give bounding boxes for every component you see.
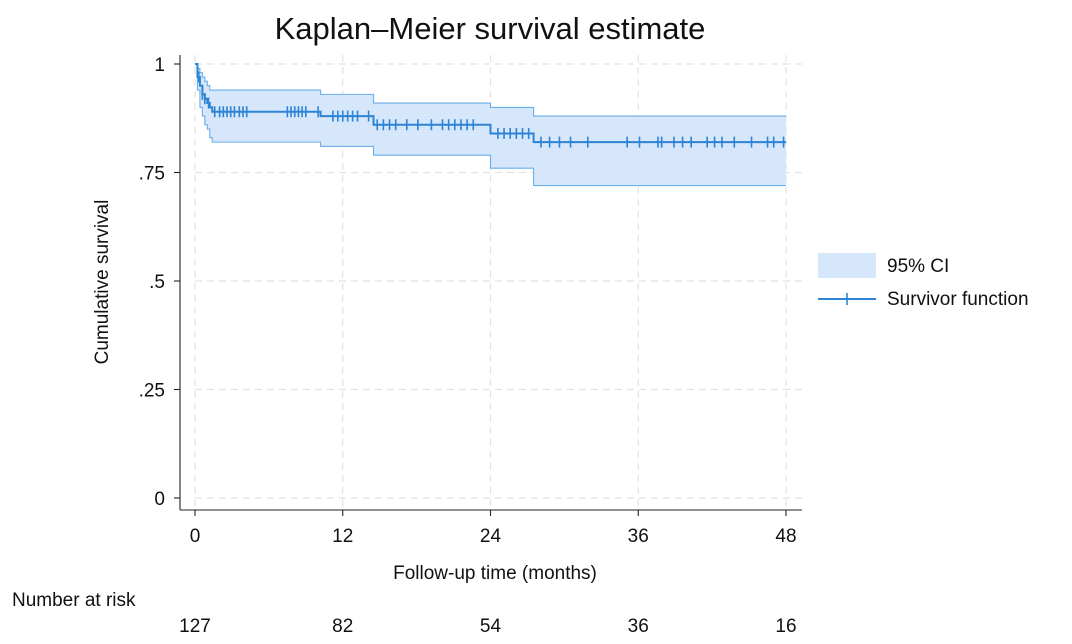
- risk-count: 16: [775, 616, 796, 637]
- y-tick-label: .75: [139, 164, 165, 185]
- confidence-upper-edge: [195, 63, 786, 117]
- x-axis-label: Follow-up time (months): [393, 563, 597, 584]
- x-tick-label: 36: [628, 526, 649, 547]
- confidence-lower-edge: [195, 63, 786, 187]
- x-tick-label: 0: [190, 526, 201, 547]
- risk-table: 127 82 54 36 16: [179, 616, 796, 637]
- legend: 95% CI Survivor function: [818, 253, 1029, 310]
- legend-ci-label: 95% CI: [887, 256, 949, 277]
- axes: [174, 55, 802, 516]
- x-tick-label: 48: [775, 526, 796, 547]
- x-tick-label: 24: [480, 526, 502, 547]
- tick-labels: 0 .25 .5 .75 1 0 12 24 36 48: [139, 55, 797, 547]
- risk-count: 54: [480, 616, 502, 637]
- legend-ci-swatch: [818, 253, 876, 278]
- risk-count: 36: [628, 616, 649, 637]
- y-axis-label: Cumulative survival: [92, 200, 113, 365]
- x-tick-label: 12: [332, 526, 353, 547]
- risk-count: 127: [179, 616, 211, 637]
- survivor-function-line: [195, 63, 786, 144]
- y-tick-label: .5: [149, 272, 165, 293]
- risk-table-label: Number at risk: [12, 590, 136, 611]
- survival-line-layer: [195, 63, 786, 148]
- chart-title: Kaplan–Meier survival estimate: [275, 11, 706, 46]
- y-tick-label: 1: [154, 55, 165, 76]
- risk-count: 82: [332, 616, 353, 637]
- legend-survival-label: Survivor function: [887, 289, 1029, 310]
- y-tick-label: .25: [139, 381, 165, 402]
- y-tick-label: 0: [154, 489, 165, 510]
